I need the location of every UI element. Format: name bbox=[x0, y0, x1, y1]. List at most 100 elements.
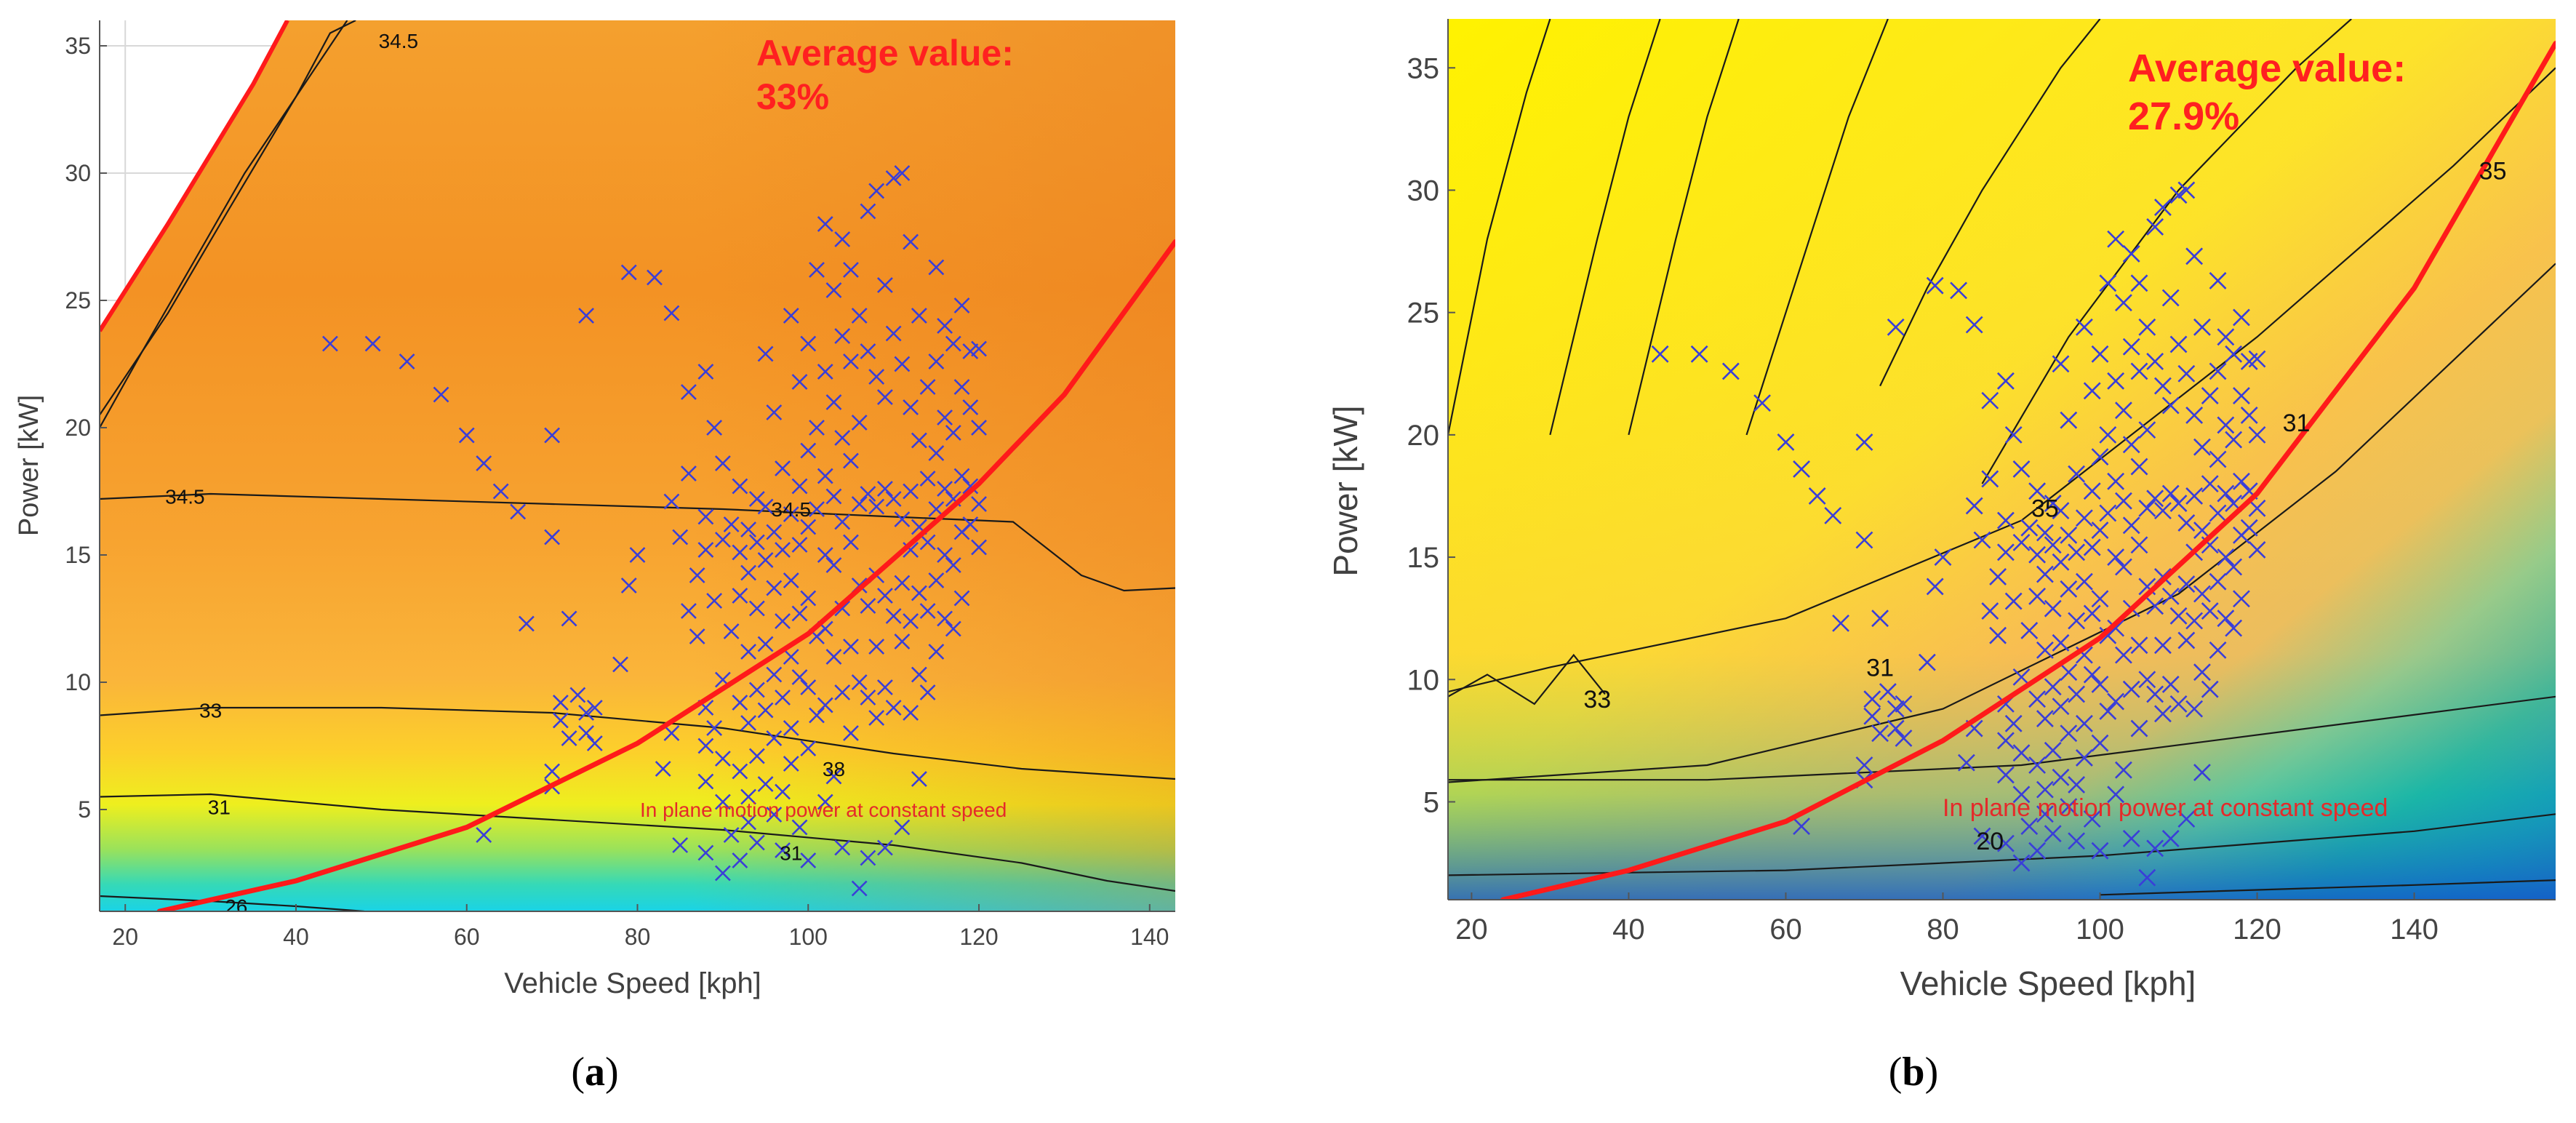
operating-point bbox=[919, 603, 936, 619]
operating-point bbox=[911, 308, 927, 324]
operating-point bbox=[2068, 543, 2086, 562]
operating-point bbox=[2099, 274, 2117, 292]
operating-point bbox=[851, 674, 868, 690]
operating-point bbox=[1926, 578, 1944, 596]
operating-point bbox=[714, 455, 731, 471]
contour-line-unlabeled bbox=[1549, 19, 1661, 436]
average-value-a: 33% bbox=[756, 76, 829, 117]
operating-point bbox=[723, 516, 740, 532]
operating-point bbox=[2146, 685, 2164, 703]
operating-point bbox=[903, 613, 919, 629]
operating-point bbox=[2115, 492, 2132, 510]
operating-point bbox=[2177, 810, 2196, 828]
contour-line-33 bbox=[1448, 653, 1606, 706]
operating-point bbox=[2012, 668, 2031, 686]
operating-point bbox=[953, 379, 970, 395]
operating-point bbox=[714, 865, 731, 882]
operating-point bbox=[2248, 541, 2266, 559]
operating-point bbox=[894, 511, 911, 527]
panel-a: 34.5 34.5 33 31 26 34.5 38 31 20 40 60 80 100 120 140… bbox=[0, 0, 1288, 1119]
operating-point bbox=[817, 794, 833, 810]
operating-point bbox=[2012, 744, 2031, 762]
operating-point bbox=[757, 636, 774, 652]
y-tick-label: 5 bbox=[1423, 786, 1439, 818]
operating-point bbox=[903, 233, 919, 250]
operating-point bbox=[732, 544, 748, 561]
average-value-b: 27.9% bbox=[2128, 95, 2239, 138]
operating-point bbox=[2185, 247, 2204, 265]
operating-point bbox=[2044, 678, 2062, 696]
operating-point bbox=[1934, 548, 1952, 566]
operating-point bbox=[2115, 558, 2132, 576]
operating-point bbox=[962, 399, 979, 415]
operating-point bbox=[800, 335, 817, 352]
operating-point bbox=[937, 610, 953, 627]
operating-point bbox=[706, 720, 723, 736]
operating-point bbox=[2225, 431, 2243, 449]
operating-point bbox=[2177, 514, 2196, 532]
operating-point bbox=[544, 529, 561, 545]
operating-point bbox=[2028, 756, 2047, 774]
operating-point bbox=[2161, 587, 2180, 605]
operating-point bbox=[2185, 487, 2204, 505]
operating-point bbox=[2083, 666, 2101, 684]
y-axis-label-b: Power [kW] bbox=[1327, 405, 1364, 576]
contour-label: 31 bbox=[1866, 654, 1894, 682]
operating-point bbox=[2075, 748, 2093, 767]
contour-line-unlabeled bbox=[1981, 19, 2352, 484]
operating-point bbox=[2004, 425, 2023, 444]
operating-point bbox=[825, 394, 842, 410]
operating-point bbox=[2099, 425, 2117, 444]
operating-point bbox=[2052, 502, 2070, 520]
operating-point bbox=[2099, 504, 2117, 522]
operating-point bbox=[757, 498, 774, 515]
operating-point bbox=[1950, 281, 1968, 300]
operating-point bbox=[2248, 499, 2266, 517]
operating-point bbox=[791, 605, 808, 622]
operating-point bbox=[1887, 700, 1905, 718]
operating-point bbox=[697, 364, 714, 380]
operating-point bbox=[1973, 827, 1991, 845]
operating-point bbox=[2248, 425, 2266, 444]
operating-point bbox=[971, 340, 987, 357]
operating-point bbox=[2217, 328, 2235, 346]
operating-point bbox=[1879, 683, 1897, 700]
operating-point bbox=[2020, 519, 2039, 537]
operating-point bbox=[766, 580, 783, 596]
operating-point bbox=[561, 610, 577, 627]
operating-point bbox=[697, 844, 714, 861]
plot-area-a: 34.5 34.5 33 31 26 34.5 38 31 bbox=[100, 20, 1175, 911]
x-tick-label: 100 bbox=[789, 924, 828, 950]
operating-point bbox=[2075, 509, 2093, 527]
operating-point bbox=[800, 740, 817, 756]
operating-point bbox=[629, 547, 646, 563]
operating-point bbox=[748, 682, 765, 698]
operating-point bbox=[2130, 719, 2148, 738]
operating-point bbox=[775, 783, 791, 800]
operating-point bbox=[885, 170, 902, 186]
operating-point bbox=[834, 430, 851, 446]
operating-point bbox=[809, 707, 825, 724]
road-load-label-b: In plane motion power at constant speed bbox=[1943, 794, 2388, 822]
operating-point bbox=[2177, 631, 2196, 650]
operating-point bbox=[2240, 407, 2258, 424]
operating-point bbox=[1996, 511, 2015, 529]
y-tick-label: 5 bbox=[78, 796, 91, 823]
contour-line-unlabeled bbox=[1745, 19, 1889, 436]
operating-point bbox=[834, 231, 851, 247]
operating-point bbox=[928, 353, 945, 369]
operating-point bbox=[2044, 599, 2062, 618]
operating-point bbox=[2169, 695, 2188, 713]
operating-point bbox=[2107, 230, 2125, 248]
operating-point bbox=[2146, 489, 2164, 508]
operating-point bbox=[791, 669, 808, 685]
operating-point bbox=[2154, 705, 2172, 723]
operating-point bbox=[1895, 730, 1913, 747]
operating-point bbox=[2052, 634, 2070, 652]
operating-point bbox=[937, 318, 953, 334]
operating-point bbox=[2044, 741, 2062, 759]
operating-point bbox=[2177, 181, 2196, 199]
operating-point bbox=[2217, 610, 2235, 628]
operating-point bbox=[2209, 362, 2227, 380]
operating-point bbox=[2240, 519, 2258, 537]
